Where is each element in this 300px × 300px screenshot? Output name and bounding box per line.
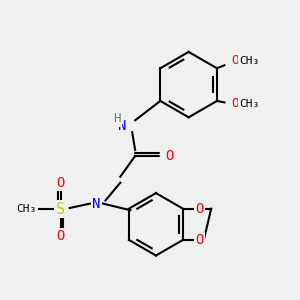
- Text: N: N: [118, 119, 126, 133]
- Text: S: S: [56, 202, 65, 217]
- Text: O: O: [195, 233, 203, 247]
- Text: O: O: [231, 54, 238, 67]
- Text: CH₃: CH₃: [239, 99, 260, 109]
- Text: CH₃: CH₃: [16, 204, 37, 214]
- Text: O: O: [195, 202, 203, 216]
- Text: O: O: [165, 149, 173, 163]
- Text: N: N: [92, 196, 101, 211]
- Text: O: O: [231, 98, 238, 110]
- Text: CH₃: CH₃: [239, 56, 260, 66]
- Text: H: H: [114, 112, 121, 125]
- Text: O: O: [57, 176, 65, 190]
- Text: O: O: [57, 229, 65, 243]
